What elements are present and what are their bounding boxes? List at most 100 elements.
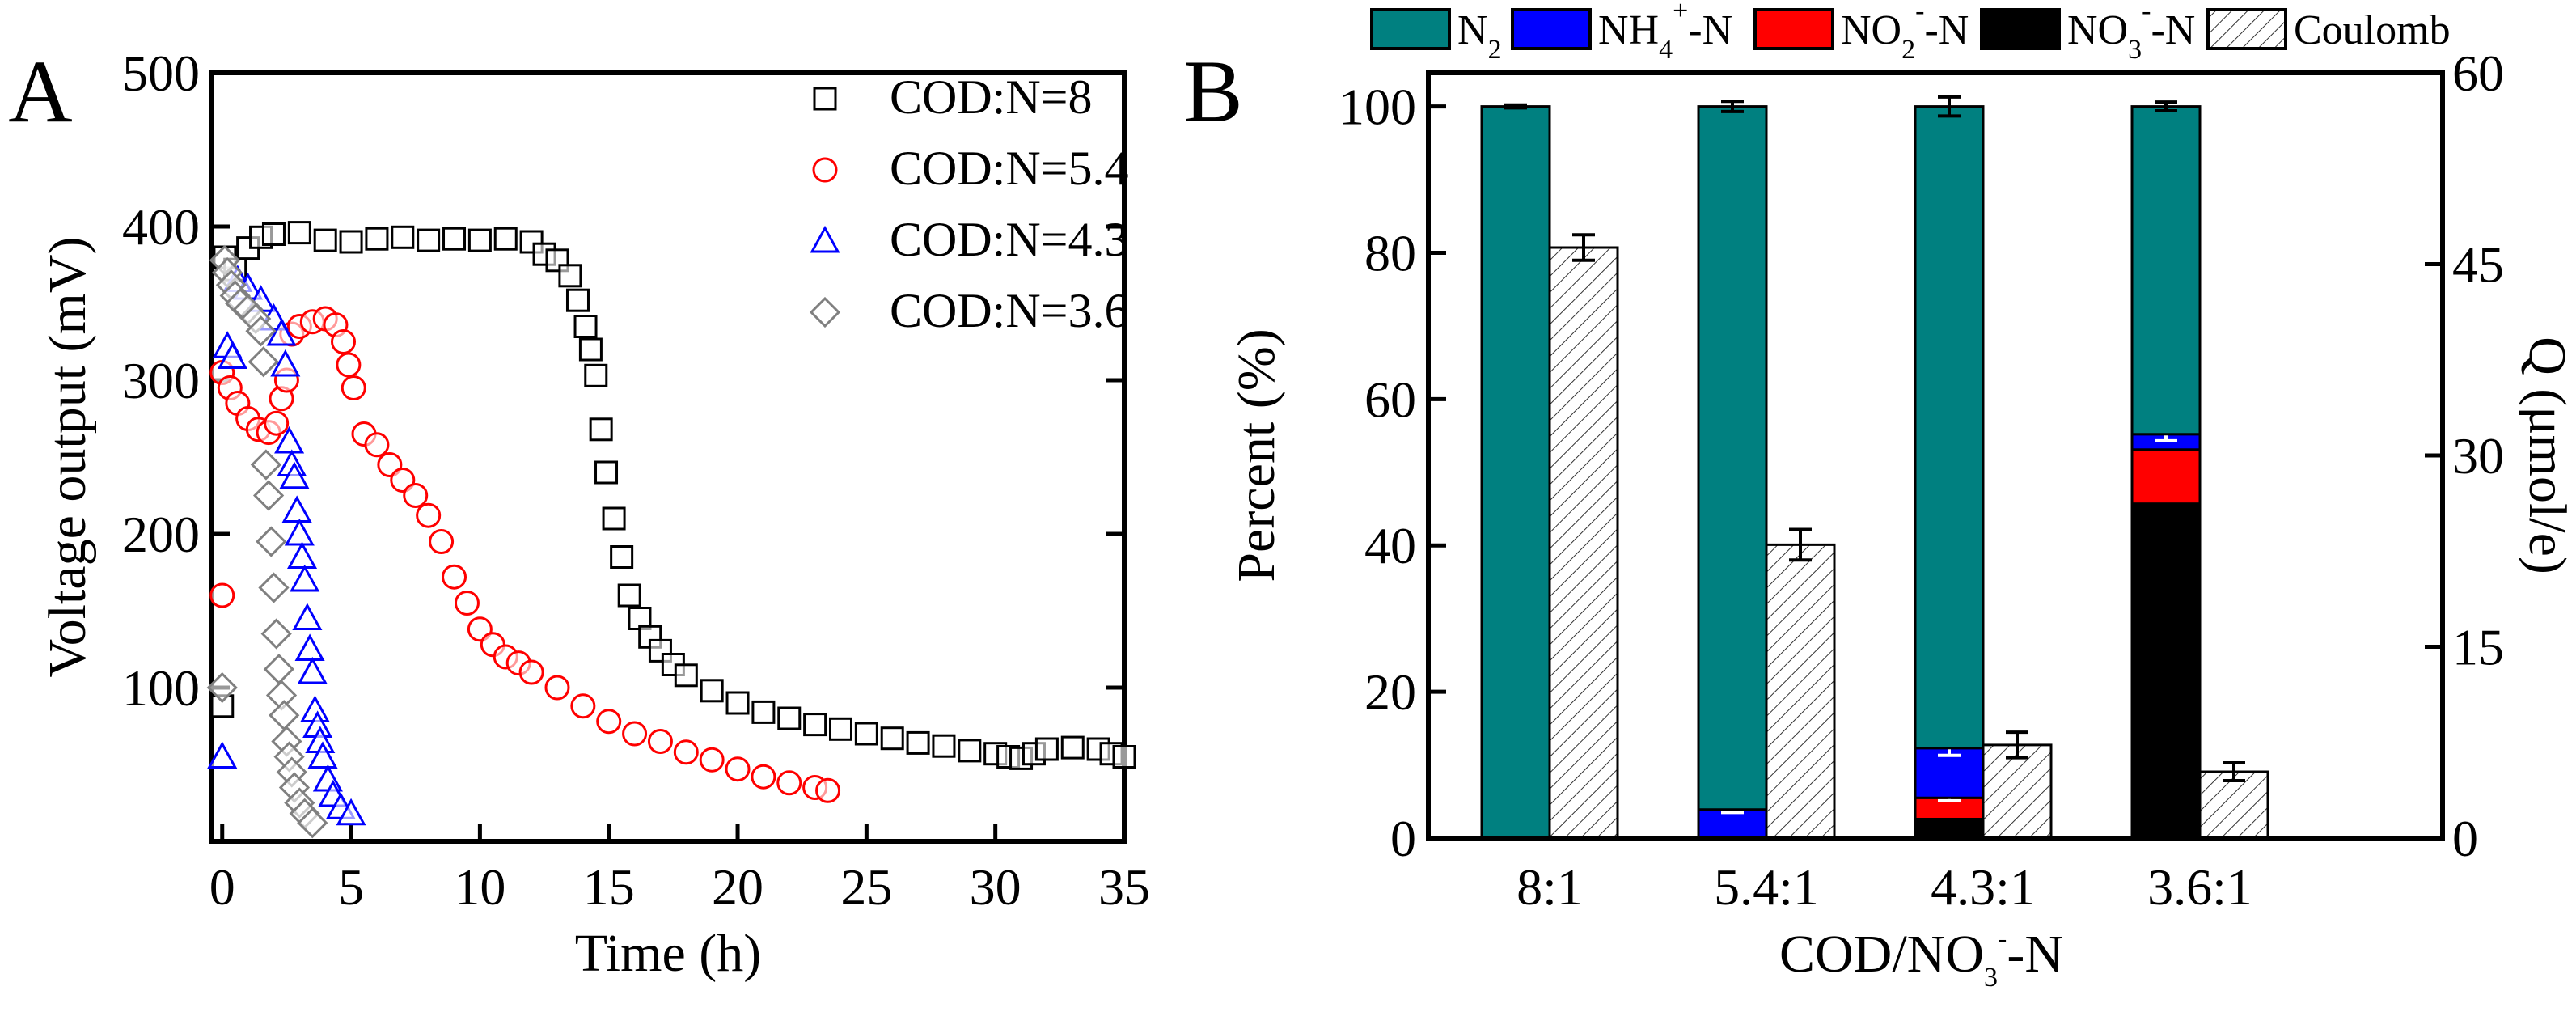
data-point (565, 288, 590, 312)
legend-label: N2 (1457, 7, 1502, 65)
data-point (932, 734, 956, 758)
legend-swatch (1511, 8, 1592, 50)
data-point (854, 722, 878, 746)
legend-label: COD:N=5.4 (890, 142, 1129, 195)
data-point (673, 739, 699, 765)
data-point (442, 227, 467, 251)
legend-label: COD:N=4.3 (890, 213, 1129, 266)
y-tick-label: 80 (1364, 224, 1416, 282)
bar-segment-n2 (1480, 105, 1551, 840)
data-point (725, 691, 750, 715)
legend-marker-circle (812, 157, 838, 183)
legend-label-tail: -N (2151, 7, 2195, 53)
y-right-tick-label: 15 (2452, 619, 2504, 676)
data-point (958, 739, 982, 763)
data-point (906, 730, 930, 755)
data-point (454, 591, 480, 616)
data-point (602, 506, 626, 531)
y-tick-label: 100 (1339, 78, 1416, 136)
data-point (341, 375, 366, 400)
data-point (518, 659, 544, 685)
legend-label-subscript: 2 (1488, 35, 1502, 65)
legend-label-superscript: + (1673, 0, 1688, 26)
data-point (331, 329, 357, 354)
x-tick-label: 15 (583, 858, 635, 916)
data-point (339, 230, 363, 254)
bar-segment-n2 (1697, 105, 1768, 811)
data-point (467, 228, 492, 252)
data-point (250, 449, 282, 481)
data-point (297, 807, 328, 839)
data-point (584, 363, 608, 387)
data-point (725, 756, 751, 782)
data-point (828, 717, 852, 741)
y-right-tick-label: 0 (2452, 810, 2478, 867)
data-point (589, 417, 613, 442)
data-point (674, 663, 698, 688)
data-point (207, 741, 238, 769)
data-point (336, 798, 366, 826)
panel-a-voltage-chart: A 0 5 10 15 20 25 30 35 100 200 300 400 500 Time (h) Vo… (8, 42, 1150, 983)
y-axis-title: Percent (%) (1227, 328, 1286, 582)
x-tick-label: 5 (338, 858, 364, 916)
data-point (284, 518, 315, 546)
data-point (1060, 735, 1085, 760)
data-point (294, 633, 325, 661)
bar-segment-n2 (2130, 105, 2202, 436)
data-point (403, 483, 429, 508)
data-point (1112, 745, 1136, 769)
legend-label-base: Coulomb (2294, 7, 2451, 53)
data-point (297, 656, 328, 684)
data-point (336, 352, 362, 378)
bar-segment-no3n (2130, 502, 2202, 840)
data-point (287, 221, 311, 245)
legend-label: COD:N=3.6 (890, 284, 1129, 337)
y-tick-label: 500 (122, 44, 200, 102)
data-point (256, 526, 287, 557)
data-point (594, 460, 619, 485)
x-axis-title-superscript: - (1998, 924, 2007, 954)
data-point (391, 225, 415, 249)
plot-frame-a (209, 70, 1127, 844)
bar-coulomb (1548, 246, 1619, 840)
data-point (264, 410, 290, 436)
legend-label-superscript: - (2142, 0, 2151, 26)
data-point (751, 764, 776, 790)
y-tick-label: 60 (1364, 371, 1416, 428)
x-tick-label: 35 (1098, 858, 1150, 916)
legend-label-tail: -N (1924, 7, 1969, 53)
legend-label-base: N (1457, 7, 1488, 53)
legend-label-superscript: - (1915, 0, 1924, 26)
data-point (270, 349, 301, 377)
data-point (610, 545, 634, 569)
data-point (286, 541, 318, 569)
legend-marker-diamond (809, 296, 841, 328)
bar-segment-no3n (1914, 817, 1985, 840)
data-point (751, 700, 776, 724)
data-point (217, 341, 248, 369)
data-point (1034, 737, 1059, 761)
series-square (210, 221, 1136, 770)
data-point (261, 222, 286, 246)
data-point (269, 700, 300, 731)
y-tick-label: 20 (1364, 663, 1416, 721)
data-point (880, 726, 904, 751)
panel-label-a: A (8, 42, 72, 141)
data-point (263, 654, 294, 685)
x-axis-title-subscript: 3 (1984, 963, 1998, 993)
legend-swatch (1753, 8, 1834, 50)
x-axis-title-tail: -N (2007, 925, 2063, 984)
x-tick-label: 8:1 (1516, 858, 1583, 916)
panel-label-b: B (1183, 42, 1242, 141)
legend-label: Coulomb (2294, 7, 2451, 53)
bar-coulomb (2198, 770, 2269, 840)
legend-label-base: NH (1598, 7, 1659, 53)
data-point (442, 564, 467, 590)
data-point (290, 564, 320, 592)
x-tick-label: 20 (712, 858, 763, 916)
data-point (429, 529, 455, 554)
data-point (700, 679, 724, 703)
y-tick-label: 0 (1390, 810, 1416, 867)
legend-label-tail: -N (1688, 7, 1732, 53)
data-point (570, 693, 596, 719)
